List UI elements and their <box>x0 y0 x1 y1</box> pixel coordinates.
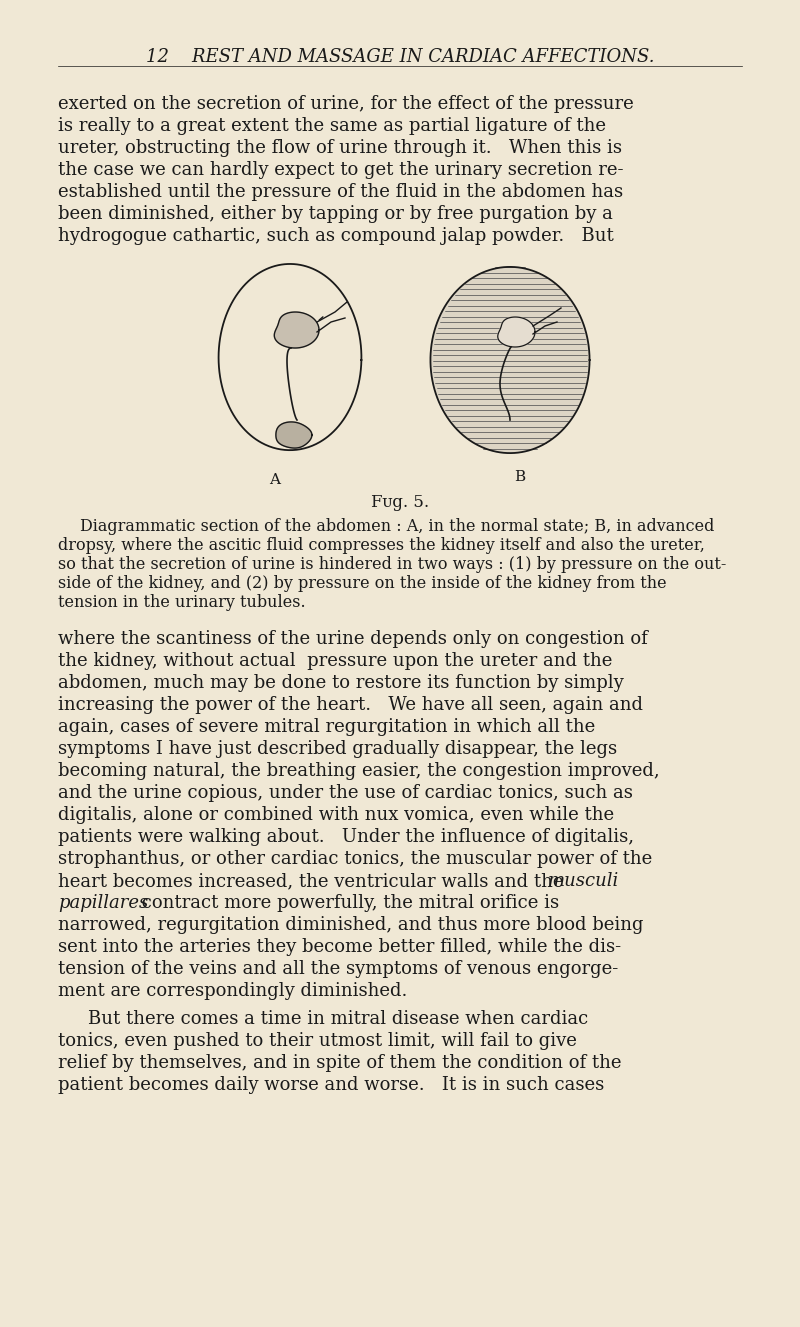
Text: side of the kidney, and (2) by pressure on the inside of the kidney from the: side of the kidney, and (2) by pressure … <box>58 575 666 592</box>
Text: the kidney, without actual  pressure upon the ureter and the: the kidney, without actual pressure upon… <box>58 652 612 670</box>
Text: patient becomes daily worse and worse.   It is in such cases: patient becomes daily worse and worse. I… <box>58 1076 604 1093</box>
Text: again, cases of severe mitral regurgitation in which all the: again, cases of severe mitral regurgitat… <box>58 718 595 736</box>
Text: tonics, even pushed to their utmost limit, will fail to give: tonics, even pushed to their utmost limi… <box>58 1032 577 1050</box>
Text: tension in the urinary tubules.: tension in the urinary tubules. <box>58 594 306 610</box>
Text: abdomen, much may be done to restore its function by simply: abdomen, much may be done to restore its… <box>58 674 624 691</box>
Text: strophanthus, or other cardiac tonics, the muscular power of the: strophanthus, or other cardiac tonics, t… <box>58 851 652 868</box>
Text: contract more powerfully, the mitral orifice is: contract more powerfully, the mitral ori… <box>136 894 559 912</box>
Text: dropsy, where the ascitic fluid compresses the kidney itself and also the ureter: dropsy, where the ascitic fluid compress… <box>58 537 705 553</box>
Text: established until the pressure of the fluid in the abdomen has: established until the pressure of the fl… <box>58 183 623 200</box>
Text: A: A <box>270 472 281 487</box>
Text: so that the secretion of urine is hindered in two ways : (1) by pressure on the : so that the secretion of urine is hinder… <box>58 556 726 573</box>
Text: heart becomes increased, the ventricular walls and the: heart becomes increased, the ventricular… <box>58 872 570 890</box>
Text: is really to a great extent the same as partial ligature of the: is really to a great extent the same as … <box>58 117 606 135</box>
Text: tension of the veins and all the symptoms of venous engorge-: tension of the veins and all the symptom… <box>58 959 618 978</box>
Polygon shape <box>498 317 535 346</box>
Text: increasing the power of the heart.   We have all seen, again and: increasing the power of the heart. We ha… <box>58 695 643 714</box>
Text: musculi: musculi <box>548 872 619 890</box>
Text: Diagrammatic section of the abdomen : A, in the normal state; B, in advanced: Diagrammatic section of the abdomen : A,… <box>80 518 714 535</box>
Text: where the scantiness of the urine depends only on congestion of: where the scantiness of the urine depend… <box>58 630 648 648</box>
Text: patients were walking about.   Under the influence of digitalis,: patients were walking about. Under the i… <box>58 828 634 847</box>
Text: relief by themselves, and in spite of them the condition of the: relief by themselves, and in spite of th… <box>58 1054 622 1072</box>
Text: hydrogogue cathartic, such as compound jalap powder.   But: hydrogogue cathartic, such as compound j… <box>58 227 614 245</box>
Text: papillares: papillares <box>58 894 148 912</box>
Text: narrowed, regurgitation diminished, and thus more blood being: narrowed, regurgitation diminished, and … <box>58 916 643 934</box>
Polygon shape <box>274 312 319 348</box>
Text: sent into the arteries they become better filled, while the dis-: sent into the arteries they become bette… <box>58 938 621 955</box>
Text: 12    REST AND MASSAGE IN CARDIAC AFFECTIONS.: 12 REST AND MASSAGE IN CARDIAC AFFECTION… <box>146 48 654 66</box>
Text: Fᴜg. 5.: Fᴜg. 5. <box>371 494 429 511</box>
Text: But there comes a time in mitral disease when cardiac: But there comes a time in mitral disease… <box>88 1010 588 1028</box>
Text: digitalis, alone or combined with nux vomica, even while the: digitalis, alone or combined with nux vo… <box>58 805 614 824</box>
Text: the case we can hardly expect to get the urinary secretion re-: the case we can hardly expect to get the… <box>58 161 623 179</box>
Text: ureter, obstructing the flow of urine through it.   When this is: ureter, obstructing the flow of urine th… <box>58 139 622 157</box>
Polygon shape <box>430 267 590 453</box>
Text: and the urine copious, under the use of cardiac tonics, such as: and the urine copious, under the use of … <box>58 784 633 802</box>
Text: exerted on the secretion of urine, for the effect of the pressure: exerted on the secretion of urine, for t… <box>58 96 634 113</box>
Text: becoming natural, the breathing easier, the congestion improved,: becoming natural, the breathing easier, … <box>58 762 660 780</box>
Text: been diminished, either by tapping or by free purgation by a: been diminished, either by tapping or by… <box>58 204 613 223</box>
Text: ment are correspondingly diminished.: ment are correspondingly diminished. <box>58 982 407 1001</box>
Polygon shape <box>276 422 312 449</box>
Text: symptoms I have just described gradually disappear, the legs: symptoms I have just described gradually… <box>58 740 617 758</box>
Text: B: B <box>514 470 526 484</box>
